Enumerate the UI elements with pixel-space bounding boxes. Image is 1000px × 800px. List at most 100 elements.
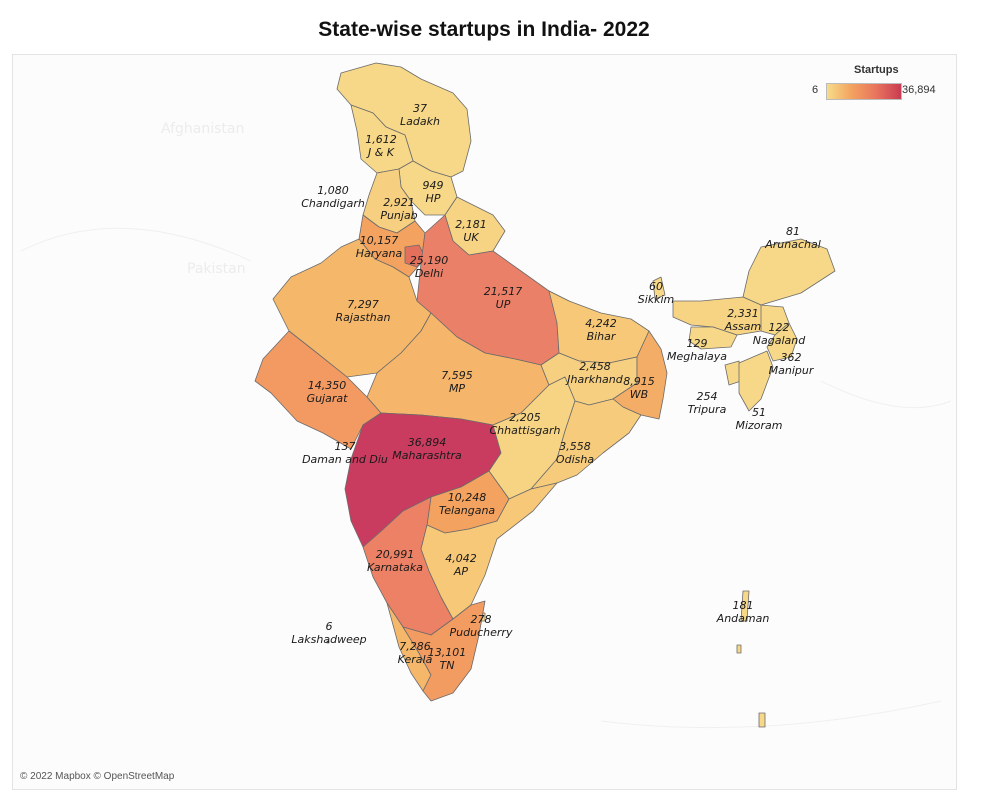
state-name-ladakh: Ladakh [400, 115, 440, 128]
state-value-wb: 8,915 [623, 375, 655, 388]
state-value-mizoram: 51 [752, 406, 766, 419]
state-name-lakshadweep: Lakshadweep [291, 633, 366, 646]
state-label-mp: 7,595 MP [441, 369, 473, 395]
state-label-ladakh: 37 Ladakh [400, 102, 440, 128]
state-value-up: 21,517 [484, 285, 523, 298]
state-label-tn: 13,101 TN [428, 646, 467, 672]
state-label-rajasthan: 7,297 Rajasthan [336, 298, 391, 324]
state-arunachal[interactable] [742, 238, 836, 306]
state-name-chandigarh: Chandigarh [301, 197, 365, 210]
state-label-haryana: 10,157 Haryana [356, 234, 403, 260]
state-value-gujarat: 14,350 [308, 379, 347, 392]
state-label-hp: 949 HP [423, 179, 444, 205]
state-value-sikkim: 60 [649, 280, 663, 293]
state-value-telangana: 10,248 [448, 491, 487, 504]
state-name-odisha: Odisha [556, 453, 594, 466]
state-label-karnataka: 20,991 Karnataka [367, 548, 423, 574]
state-andaman[interactable] [736, 590, 766, 728]
state-value-assam: 2,331 [727, 307, 759, 320]
state-name-hp: HP [426, 192, 441, 205]
state-name-up: UP [496, 298, 511, 311]
state-label-delhi: 25,190 Delhi [410, 254, 449, 280]
chart-title: State-wise startups in India- 2022 [318, 18, 650, 41]
map-panel[interactable]: Pakistan Afghanistan 37 Ladakh 1,612 J & K 9… [12, 54, 957, 790]
state-name-telangana: Telangana [439, 504, 496, 517]
state-name-tn: TN [440, 659, 455, 672]
state-value-kerala: 7,286 [399, 640, 431, 653]
state-value-mp: 7,595 [441, 369, 473, 382]
state-label-jk: 1,612 J & K [365, 133, 397, 159]
state-label-assam: 2,331 Assam [724, 307, 761, 333]
state-value-andaman: 181 [733, 599, 754, 612]
state-value-tn: 13,101 [428, 646, 467, 659]
state-name-mizoram: Mizoram [735, 419, 782, 432]
state-tn[interactable] [402, 600, 486, 702]
state-value-ap: 4,042 [445, 552, 477, 565]
state-name-wb: WB [630, 388, 648, 401]
state-value-daman: 137 [335, 440, 356, 453]
state-label-jharkhand: 2,458 Jharkhand [565, 360, 624, 386]
state-label-arunachal: 81 Arunachal [764, 225, 821, 251]
state-value-odisha: 3,558 [559, 440, 591, 453]
state-name-rajasthan: Rajasthan [336, 311, 391, 324]
state-meghalaya[interactable] [688, 326, 738, 350]
legend-title: Startups [854, 64, 899, 76]
state-lakshadweep[interactable] [326, 640, 330, 644]
state-value-delhi: 25,190 [410, 254, 449, 267]
state-label-tripura: 254 Tripura [688, 390, 727, 416]
state-value-jharkhand: 2,458 [579, 360, 611, 373]
state-name-kerala: Kerala [398, 653, 433, 666]
state-value-jk: 1,612 [365, 133, 397, 146]
state-label-lakshadweep: 6 Lakshadweep [291, 620, 366, 646]
state-label-uk: 2,181 UK [455, 218, 487, 244]
state-mizoram[interactable] [738, 350, 774, 412]
state-value-tripura: 254 [697, 390, 718, 403]
color-legend: Startups 6 36,894 [810, 64, 950, 104]
state-label-punjab: 2,921 Punjab [380, 196, 417, 222]
state-value-manipur: 362 [781, 351, 802, 364]
state-label-andaman: 181 Andaman [716, 599, 770, 625]
state-label-odisha: 3,558 Odisha [556, 440, 594, 466]
legend-min: 6 [812, 84, 819, 96]
state-name-jk: J & K [366, 146, 395, 159]
bg-label-afghanistan: Afghanistan [161, 121, 244, 137]
state-name-karnataka: Karnataka [367, 561, 423, 574]
state-label-chandigarh: 1,080 Chandigarh [301, 184, 365, 210]
state-value-rajasthan: 7,297 [347, 298, 379, 311]
state-gujarat[interactable] [254, 330, 382, 450]
state-name-nagaland: Nagaland [753, 334, 806, 347]
state-name-manipur: Manipur [769, 364, 815, 377]
state-name-jharkhand: Jharkhand [565, 373, 624, 386]
state-label-gujarat: 14,350 Gujarat [307, 379, 349, 405]
state-name-ap: AP [453, 565, 469, 578]
state-name-uk: UK [463, 231, 479, 244]
map-attribution[interactable]: © 2022 Mapbox © OpenStreetMap [20, 771, 175, 782]
state-name-puducherry: Puducherry [450, 626, 513, 639]
state-value-haryana: 10,157 [360, 234, 399, 247]
state-label-nagaland: 122 Nagaland [753, 321, 806, 347]
state-label-maharashtra: 36,894 Maharashtra [392, 436, 462, 462]
state-sikkim[interactable] [652, 276, 666, 300]
state-name-assam: Assam [724, 320, 761, 333]
state-name-tripura: Tripura [688, 403, 727, 416]
state-wb[interactable] [612, 330, 668, 420]
state-name-maharashtra: Maharashtra [392, 449, 462, 462]
state-label-manipur: 362 Manipur [769, 351, 815, 377]
state-label-daman: 137 Daman and Diu [302, 440, 388, 466]
state-name-gujarat: Gujarat [307, 392, 349, 405]
state-label-bihar: 4,242 Bihar [585, 317, 617, 343]
state-label-meghalaya: 129 Meghalaya [667, 337, 727, 363]
state-name-sikkim: Sikkim [638, 293, 675, 306]
state-label-sikkim: 60 Sikkim [638, 280, 675, 306]
state-value-hp: 949 [423, 179, 444, 192]
state-label-chhattisgarh: 2,205 Chhattisgarh [490, 411, 561, 437]
state-ap[interactable] [420, 482, 558, 620]
state-name-bihar: Bihar [587, 330, 617, 343]
state-label-ap: 4,042 AP [445, 552, 477, 578]
legend-gradient [826, 83, 902, 100]
state-value-lakshadweep: 6 [326, 620, 333, 633]
state-value-meghalaya: 129 [687, 337, 708, 350]
state-manipur[interactable] [766, 322, 798, 362]
state-name-meghalaya: Meghalaya [667, 350, 727, 363]
